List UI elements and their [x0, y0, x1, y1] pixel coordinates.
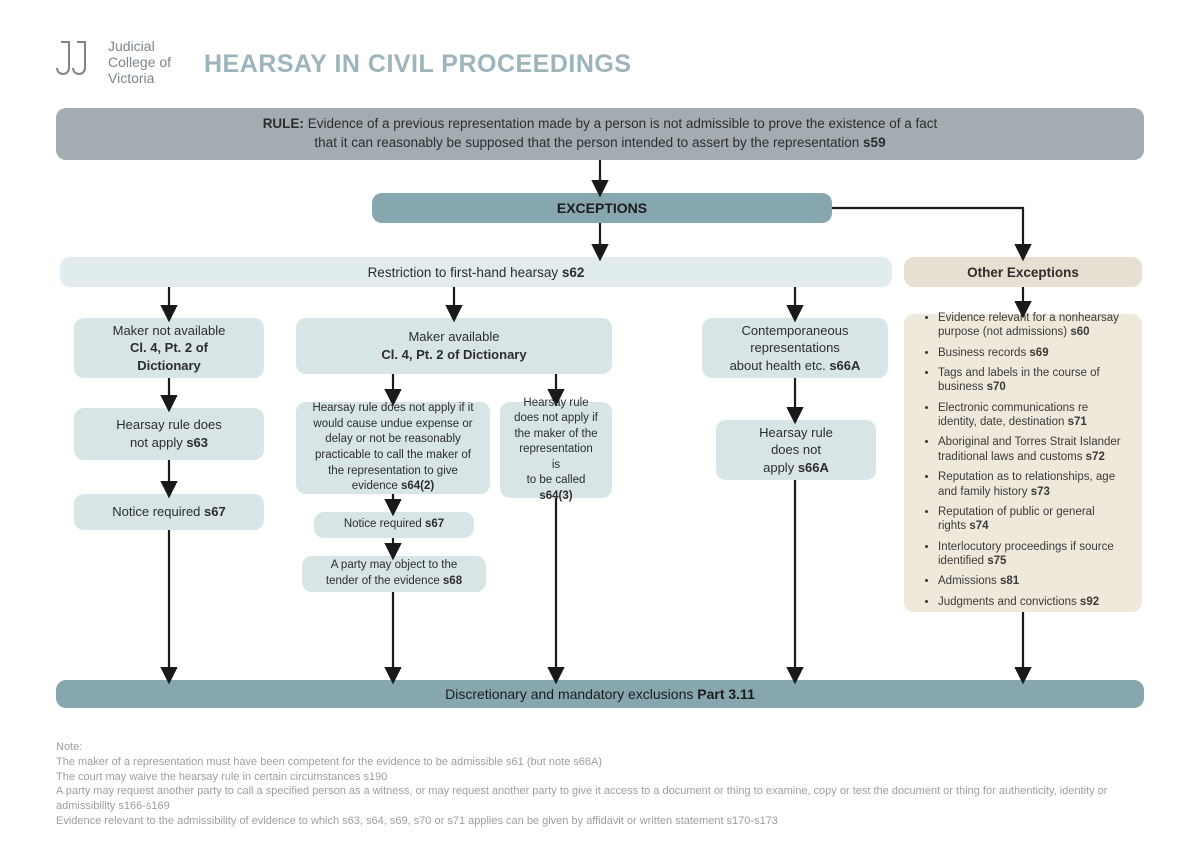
node-s66a-bottom: Hearsay rule does not apply s66A	[716, 420, 876, 480]
other-exception-item: Evidence relevant for a nonhearsay purpo…	[938, 311, 1124, 340]
other-exception-ref: s75	[987, 555, 1006, 567]
c2n1-l2: Cl. 4, Pt. 2 of Dictionary	[381, 347, 526, 362]
other-exception-text: Tags and labels in the course of busines…	[938, 367, 1100, 393]
c1n2-l1: Hearsay rule does	[88, 416, 250, 434]
c3n1-ref: s66A	[829, 358, 860, 373]
c3n2-ref: s66A	[798, 460, 829, 475]
c3n2-l1: Hearsay rule	[730, 424, 862, 442]
rule-text-2: that it can reasonably be supposed that …	[314, 135, 863, 150]
other-exception-ref: s70	[987, 381, 1006, 393]
notes-line: Evidence relevant to the admissibility o…	[56, 814, 1144, 829]
other-exceptions-bar: Other Exceptions	[904, 257, 1142, 287]
c1n2-ref: s63	[186, 435, 208, 450]
node-s66a-top: Contemporaneous representations about he…	[702, 318, 888, 378]
org-name: Judicial College of Victoria	[108, 38, 171, 86]
c1n3-text: Notice required	[112, 504, 204, 519]
notes-line: A party may request another party to cal…	[56, 784, 1144, 814]
node-s68: A party may object to the tender of the …	[302, 556, 486, 592]
other-exception-item: Business records s69	[938, 346, 1124, 360]
c1n1-l2b: Dictionary	[137, 358, 201, 373]
other-exceptions-ul: Evidence relevant for a nonhearsay purpo…	[922, 311, 1124, 615]
other-exception-ref: s73	[1031, 486, 1050, 498]
other-exception-item: Judgments and convictions s92	[938, 595, 1124, 609]
notes-heading: Note:	[56, 740, 1144, 755]
node-s63: Hearsay rule does not apply s63	[74, 408, 264, 460]
other-exception-item: Aboriginal and Torres Strait Islander tr…	[938, 435, 1124, 464]
other-exception-ref: s69	[1029, 347, 1048, 359]
other-exception-text: Reputation of public or general rights	[938, 506, 1095, 532]
header: Judicial College of Victoria	[56, 38, 171, 86]
other-exception-item: Reputation of public or general rights s…	[938, 505, 1124, 534]
org-line-1: Judicial	[108, 38, 171, 54]
c2ln2-text: Notice required	[344, 518, 425, 530]
exceptions-box: EXCEPTIONS	[372, 193, 832, 223]
other-exception-ref: s60	[1070, 326, 1089, 338]
node-maker-available: Maker available Cl. 4, Pt. 2 of Dictiona…	[296, 318, 612, 374]
c1n1-l2a: Cl. 4, Pt. 2 of	[130, 340, 208, 355]
node-s64-2: Hearsay rule does not apply if it would …	[296, 402, 490, 494]
other-exception-ref: s81	[1000, 575, 1019, 587]
restriction-label: Restriction to first-hand hearsay	[368, 265, 562, 280]
other-exception-text: Evidence relevant for a nonhearsay purpo…	[938, 312, 1119, 338]
other-exception-text: Electronic communications re identity, d…	[938, 402, 1088, 428]
c2ln1-ref: s64(2)	[401, 480, 434, 492]
rule-prefix: RULE:	[263, 116, 304, 131]
c2ln2-ref: s67	[425, 518, 444, 530]
c2ln3-text: A party may object to the tender of the …	[326, 559, 457, 587]
jcv-logo-icon	[56, 40, 90, 85]
notes-line: The maker of a representation must have …	[56, 755, 1144, 770]
node-maker-not-available: Maker not available Cl. 4, Pt. 2 of Dict…	[74, 318, 264, 378]
other-exception-item: Interlocutory proceedings if source iden…	[938, 540, 1124, 569]
other-exception-ref: s71	[1068, 416, 1087, 428]
c1n1-l1: Maker not available	[88, 322, 250, 340]
c2n1-l1: Maker available	[310, 328, 598, 346]
other-exception-item: Electronic communications re identity, d…	[938, 401, 1124, 430]
notes: Note: The maker of a representation must…	[56, 740, 1144, 829]
final-bar: Discretionary and mandatory exclusions P…	[56, 680, 1144, 708]
restriction-bar: Restriction to first-hand hearsay s62	[60, 257, 892, 287]
rule-text-1: Evidence of a previous representation ma…	[304, 116, 937, 131]
c2ln3-ref: s68	[443, 575, 462, 587]
other-exception-text: Reputation as to relationships, age and …	[938, 471, 1115, 497]
c3n1-l1: Contemporaneous	[716, 322, 874, 340]
node-notice-s67-b: Notice required s67	[314, 512, 474, 538]
c1n3-ref: s67	[204, 504, 226, 519]
c2rn1-l5: to be called	[514, 473, 598, 489]
c1n2-l2: not apply	[130, 435, 186, 450]
final-ref: Part 3.11	[697, 686, 755, 702]
other-exception-ref: s92	[1080, 596, 1099, 608]
final-text: Discretionary and mandatory exclusions	[445, 686, 697, 702]
c3n1-l2: representations	[716, 339, 874, 357]
other-exception-ref: s74	[969, 520, 988, 532]
c2rn1-ref: s64(3)	[539, 490, 572, 502]
org-line-2: College of	[108, 54, 171, 70]
other-exception-text: Admissions	[938, 575, 1000, 587]
node-s64-3: Hearsay rule does not apply if the maker…	[500, 402, 612, 498]
rule-box: RULE: Evidence of a previous representat…	[56, 108, 1144, 160]
other-exception-text: Business records	[938, 347, 1029, 359]
other-exception-ref: s72	[1086, 451, 1105, 463]
other-exception-item: Tags and labels in the course of busines…	[938, 366, 1124, 395]
other-exceptions-list: Evidence relevant for a nonhearsay purpo…	[904, 314, 1142, 612]
org-line-3: Victoria	[108, 70, 171, 86]
other-exception-item: Admissions s81	[938, 574, 1124, 588]
c3n2-l2: does not	[730, 441, 862, 459]
notes-line: The court may waive the hearsay rule in …	[56, 770, 1144, 785]
other-exception-text: Interlocutory proceedings if source iden…	[938, 541, 1114, 567]
restriction-ref: s62	[562, 265, 585, 280]
other-exception-text: Judgments and convictions	[938, 596, 1080, 608]
other-exception-item: Reputation as to relationships, age and …	[938, 470, 1124, 499]
c2ln1-text: Hearsay rule does not apply if it would …	[312, 402, 473, 492]
rule-ref: s59	[863, 135, 886, 150]
c2rn1-l3: the maker of the	[514, 427, 598, 443]
node-notice-s67-a: Notice required s67	[74, 494, 264, 530]
c3n1-l3: about health etc.	[730, 358, 830, 373]
page-title: HEARSAY IN CIVIL PROCEEDINGS	[204, 50, 632, 79]
c2rn1-l4: representation is	[514, 442, 598, 473]
c3n2-l3: apply	[763, 460, 798, 475]
c2rn1-l1: Hearsay rule	[514, 396, 598, 412]
c2rn1-l2: does not apply if	[514, 411, 598, 427]
